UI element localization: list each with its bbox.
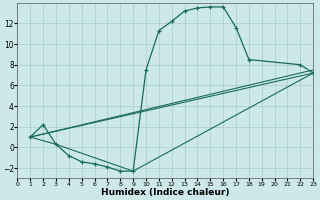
X-axis label: Humidex (Indice chaleur): Humidex (Indice chaleur) [101,188,229,197]
